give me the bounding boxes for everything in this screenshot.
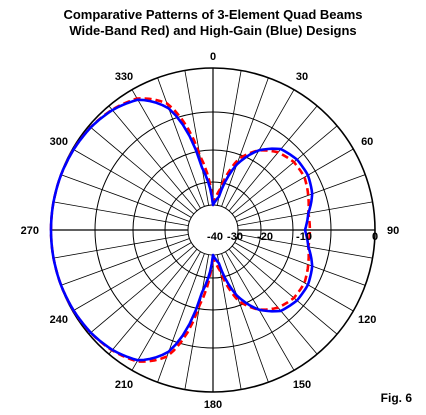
angle-label-270: 270 — [21, 225, 39, 237]
angle-label-30: 30 — [296, 71, 308, 83]
angle-label-90: 90 — [387, 225, 399, 237]
radial-label-minus40: -40 — [207, 231, 223, 243]
angle-label-180: 180 — [204, 399, 222, 411]
angle-labels: 0 30 60 90 120 150 180 210 240 270 300 330 — [21, 51, 400, 411]
angle-label-150: 150 — [293, 379, 311, 391]
radial-label-minus20: -20 — [257, 231, 273, 243]
series-high-gain-line — [49, 98, 314, 362]
grid-spokes — [51, 68, 375, 392]
angle-label-300: 300 — [50, 136, 68, 148]
angle-label-330: 330 — [115, 71, 133, 83]
chart-title-line2: Wide-Band Red) and High-Gain (Blue) Desi… — [69, 23, 357, 38]
grid-ring — [132, 149, 294, 311]
grid-ring — [164, 181, 262, 279]
angle-label-0: 0 — [210, 51, 216, 63]
radial-label-minus10: -10 — [296, 231, 312, 243]
series-layer — [49, 97, 314, 363]
figure-label: Fig. 6 — [380, 391, 412, 405]
chart-title-line1: Comparative Patterns of 3-Element Quad B… — [63, 7, 363, 22]
angle-label-120: 120 — [358, 314, 376, 326]
radial-label-minus30: -30 — [227, 231, 243, 243]
radial-labels: 0 -10 -20 -30 -40 — [207, 231, 378, 243]
radial-label-0: 0 — [372, 231, 378, 243]
grid-ring — [187, 204, 239, 256]
angle-label-210: 210 — [115, 379, 133, 391]
angle-label-60: 60 — [361, 136, 373, 148]
angle-label-240: 240 — [50, 314, 68, 326]
grid-ring — [94, 111, 332, 349]
